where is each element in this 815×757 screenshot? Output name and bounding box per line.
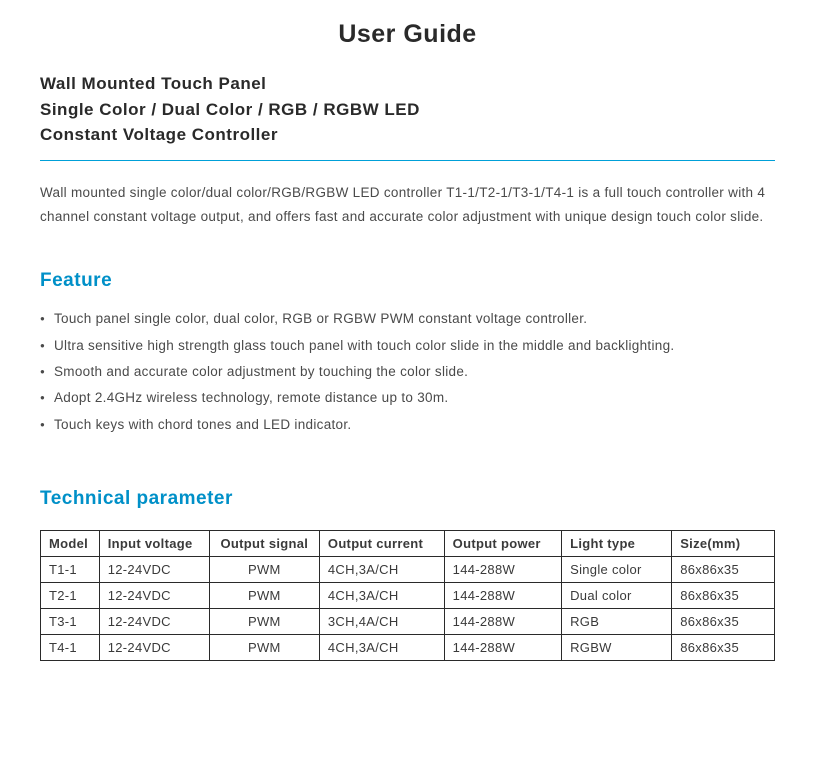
th-power: Output power — [444, 531, 561, 557]
cell-model: T2-1 — [41, 583, 100, 609]
cell-light: Dual color — [562, 583, 672, 609]
cell-light: RGB — [562, 609, 672, 635]
cell-light: RGBW — [562, 635, 672, 661]
product-subtitle: Wall Mounted Touch Panel Single Color / … — [40, 71, 775, 148]
cell-power: 144-288W — [444, 635, 561, 661]
cell-current: 4CH,3A/CH — [319, 557, 444, 583]
subtitle-line: Single Color / Dual Color / RGB / RGBW L… — [40, 100, 420, 119]
tech-param-heading: Technical parameter — [40, 488, 775, 510]
cell-light: Single color — [562, 557, 672, 583]
cell-input: 12-24VDC — [99, 609, 209, 635]
cell-power: 144-288W — [444, 609, 561, 635]
th-input: Input voltage — [99, 531, 209, 557]
subtitle-line: Constant Voltage Controller — [40, 125, 278, 144]
feature-item: Touch panel single color, dual color, RG… — [40, 306, 775, 332]
feature-item: Adopt 2.4GHz wireless technology, remote… — [40, 385, 775, 411]
cell-current: 3CH,4A/CH — [319, 609, 444, 635]
th-signal: Output signal — [209, 531, 319, 557]
th-light: Light type — [562, 531, 672, 557]
cell-current: 4CH,3A/CH — [319, 583, 444, 609]
cell-signal: PWM — [209, 583, 319, 609]
table-row: T3-1 12-24VDC PWM 3CH,4A/CH 144-288W RGB… — [41, 609, 775, 635]
table-row: T1-1 12-24VDC PWM 4CH,3A/CH 144-288W Sin… — [41, 557, 775, 583]
subtitle-line: Wall Mounted Touch Panel — [40, 74, 266, 93]
table-row: T4-1 12-24VDC PWM 4CH,3A/CH 144-288W RGB… — [41, 635, 775, 661]
th-size: Size(mm) — [672, 531, 775, 557]
cell-power: 144-288W — [444, 557, 561, 583]
feature-item: Smooth and accurate color adjustment by … — [40, 359, 775, 385]
cell-power: 144-288W — [444, 583, 561, 609]
cell-size: 86x86x35 — [672, 635, 775, 661]
cell-size: 86x86x35 — [672, 583, 775, 609]
th-model: Model — [41, 531, 100, 557]
cell-model: T3-1 — [41, 609, 100, 635]
th-current: Output current — [319, 531, 444, 557]
feature-item: Touch keys with chord tones and LED indi… — [40, 412, 775, 438]
table-header-row: Model Input voltage Output signal Output… — [41, 531, 775, 557]
cell-signal: PWM — [209, 635, 319, 661]
intro-paragraph: Wall mounted single color/dual color/RGB… — [40, 181, 775, 231]
cell-signal: PWM — [209, 609, 319, 635]
feature-list: Touch panel single color, dual color, RG… — [40, 306, 775, 438]
cell-model: T4-1 — [41, 635, 100, 661]
feature-item: Ultra sensitive high strength glass touc… — [40, 333, 775, 359]
cell-size: 86x86x35 — [672, 557, 775, 583]
table-row: T2-1 12-24VDC PWM 4CH,3A/CH 144-288W Dua… — [41, 583, 775, 609]
page-title: User Guide — [40, 20, 775, 49]
feature-heading: Feature — [40, 270, 775, 292]
spec-table: Model Input voltage Output signal Output… — [40, 530, 775, 661]
cell-size: 86x86x35 — [672, 609, 775, 635]
cell-input: 12-24VDC — [99, 583, 209, 609]
section-divider — [40, 160, 775, 161]
cell-current: 4CH,3A/CH — [319, 635, 444, 661]
cell-signal: PWM — [209, 557, 319, 583]
cell-input: 12-24VDC — [99, 557, 209, 583]
cell-model: T1-1 — [41, 557, 100, 583]
cell-input: 12-24VDC — [99, 635, 209, 661]
